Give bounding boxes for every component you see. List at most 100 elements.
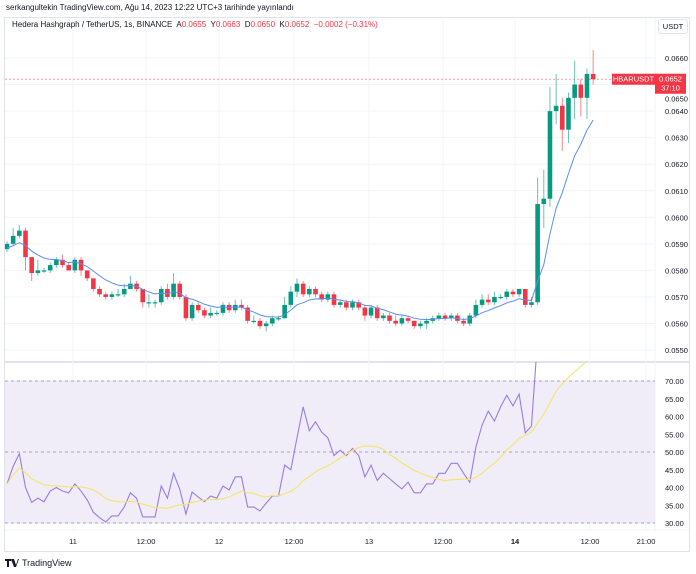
candle[interactable] bbox=[183, 294, 189, 321]
candle[interactable] bbox=[257, 318, 263, 329]
candle[interactable] bbox=[245, 304, 250, 324]
candle[interactable] bbox=[41, 267, 47, 274]
candle[interactable] bbox=[300, 281, 306, 297]
candle[interactable] bbox=[418, 320, 423, 329]
low-value: 0.0650 bbox=[250, 20, 276, 29]
candle[interactable] bbox=[103, 291, 109, 300]
candle[interactable] bbox=[23, 227, 28, 271]
candle[interactable] bbox=[17, 225, 22, 239]
candle-body bbox=[288, 291, 294, 305]
candle[interactable] bbox=[78, 257, 84, 276]
candle[interactable] bbox=[448, 312, 454, 321]
candle[interactable] bbox=[399, 315, 405, 327]
candle-body bbox=[183, 296, 189, 319]
tradingview-logo[interactable]: TradingView bbox=[5, 558, 72, 568]
candle[interactable] bbox=[535, 177, 540, 305]
candle[interactable] bbox=[158, 286, 164, 305]
candle[interactable] bbox=[479, 294, 485, 308]
candle[interactable] bbox=[91, 278, 96, 292]
candle[interactable] bbox=[405, 315, 411, 324]
candle[interactable] bbox=[10, 227, 16, 247]
candle[interactable] bbox=[498, 294, 503, 300]
candle[interactable] bbox=[84, 270, 90, 282]
candle[interactable] bbox=[239, 299, 244, 311]
candle-body bbox=[165, 288, 170, 297]
candle[interactable] bbox=[516, 288, 522, 297]
candle[interactable] bbox=[566, 92, 571, 143]
candle[interactable] bbox=[411, 320, 417, 329]
candle-body bbox=[344, 302, 349, 308]
candle[interactable] bbox=[220, 302, 226, 316]
candle[interactable] bbox=[325, 291, 331, 303]
candle[interactable] bbox=[54, 257, 59, 268]
candle[interactable] bbox=[171, 273, 176, 300]
candle[interactable] bbox=[195, 302, 201, 313]
candle[interactable] bbox=[473, 299, 479, 319]
candle[interactable] bbox=[263, 320, 269, 332]
last-price-label: HBARUSDT 0.0652 37:10 bbox=[612, 73, 686, 94]
candle[interactable] bbox=[510, 288, 516, 297]
candle[interactable] bbox=[319, 291, 324, 303]
candle[interactable] bbox=[307, 286, 312, 297]
candle-body bbox=[232, 304, 238, 311]
candle[interactable] bbox=[115, 288, 121, 297]
candle[interactable] bbox=[232, 299, 238, 313]
candle[interactable] bbox=[560, 97, 565, 151]
candle[interactable] bbox=[578, 79, 584, 117]
candle[interactable] bbox=[177, 281, 183, 300]
candle[interactable] bbox=[541, 169, 547, 228]
candle[interactable] bbox=[436, 312, 442, 321]
candle[interactable] bbox=[381, 312, 386, 321]
candle[interactable] bbox=[97, 286, 102, 297]
candle[interactable] bbox=[362, 304, 368, 321]
candle[interactable] bbox=[374, 304, 380, 321]
candle[interactable] bbox=[128, 275, 133, 289]
candle[interactable] bbox=[572, 60, 577, 120]
candle[interactable] bbox=[140, 288, 146, 308]
candle[interactable] bbox=[584, 68, 590, 120]
candle[interactable] bbox=[288, 286, 294, 308]
price-tick-label: 0.0560 bbox=[665, 320, 688, 329]
candle-body bbox=[214, 312, 220, 315]
candle[interactable] bbox=[202, 307, 207, 319]
candle[interactable] bbox=[5, 241, 10, 252]
candle[interactable] bbox=[553, 73, 559, 125]
candle[interactable] bbox=[146, 294, 152, 308]
candle[interactable] bbox=[294, 278, 300, 297]
candle[interactable] bbox=[66, 262, 71, 271]
currency-button[interactable]: USDT bbox=[658, 19, 688, 34]
candle[interactable] bbox=[387, 312, 392, 324]
candle-body bbox=[276, 318, 281, 320]
symbol-legend[interactable]: Hedera Hashgraph / TetherUS, 1s, BINANCE… bbox=[12, 20, 378, 29]
candle-body bbox=[399, 318, 405, 324]
candle[interactable] bbox=[208, 307, 213, 319]
candle[interactable] bbox=[356, 299, 361, 311]
moving-average-line bbox=[6, 119, 594, 321]
candle[interactable] bbox=[485, 294, 491, 305]
candle[interactable] bbox=[214, 310, 220, 316]
candle[interactable] bbox=[35, 259, 41, 276]
candle[interactable] bbox=[522, 288, 528, 308]
rsi-tick-label: 55.00 bbox=[665, 430, 684, 439]
candle[interactable] bbox=[547, 87, 553, 207]
candle[interactable] bbox=[72, 257, 78, 274]
candle[interactable] bbox=[47, 262, 53, 274]
candle[interactable] bbox=[393, 315, 399, 327]
candle[interactable] bbox=[442, 312, 448, 321]
candle[interactable] bbox=[504, 288, 510, 300]
candle[interactable] bbox=[29, 257, 34, 282]
chart-frame bbox=[4, 17, 690, 552]
candle[interactable] bbox=[467, 312, 473, 327]
candle[interactable] bbox=[529, 296, 534, 308]
candle[interactable] bbox=[165, 283, 170, 300]
candle[interactable] bbox=[492, 291, 497, 305]
candle[interactable] bbox=[152, 299, 158, 308]
candle[interactable] bbox=[337, 299, 343, 308]
candle[interactable] bbox=[368, 304, 374, 319]
candle[interactable] bbox=[251, 315, 257, 324]
candle[interactable] bbox=[109, 291, 115, 300]
candle[interactable] bbox=[189, 302, 195, 321]
candle[interactable] bbox=[276, 315, 281, 321]
candle[interactable] bbox=[313, 286, 318, 297]
